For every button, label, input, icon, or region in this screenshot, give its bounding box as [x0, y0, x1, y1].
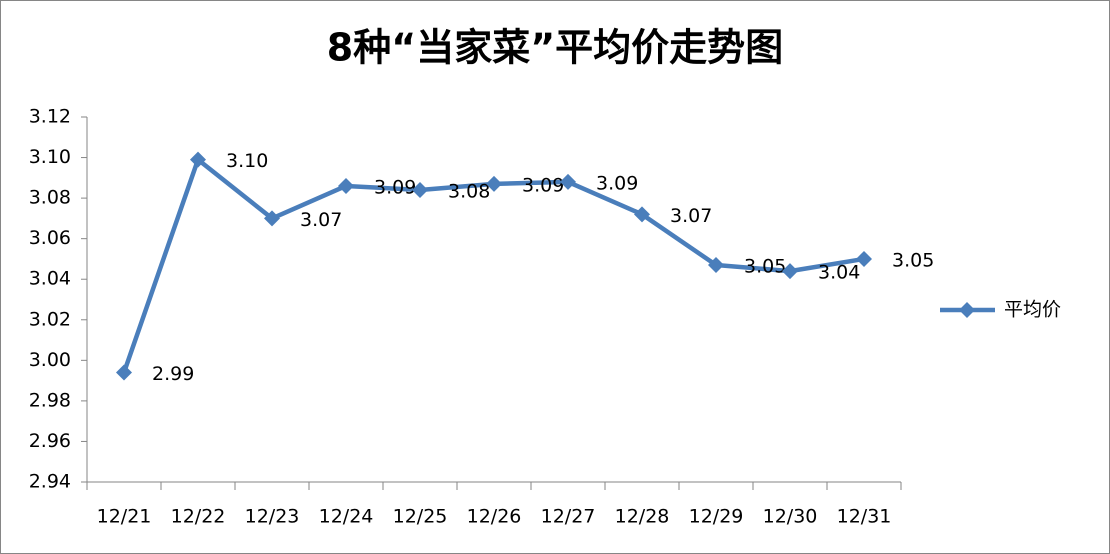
- x-tick-label: 12/31: [837, 506, 892, 528]
- point: [560, 173, 576, 190]
- x-tick-label: 12/23: [245, 506, 300, 528]
- y-tick-label: 3.06: [29, 227, 71, 249]
- data-label: 3.09: [596, 172, 638, 194]
- point: [116, 364, 132, 381]
- y-tick-label: 2.96: [29, 430, 71, 452]
- data-label: 3.09: [522, 174, 564, 196]
- x-tick-label: 12/22: [171, 506, 226, 528]
- y-tick-label: 3.04: [29, 268, 71, 290]
- y-tick-label: 3.00: [29, 349, 71, 371]
- data-label: 3.05: [892, 249, 934, 271]
- x-tick-label: 12/26: [467, 506, 522, 528]
- point: [338, 177, 354, 194]
- data-label: 3.08: [448, 181, 490, 203]
- legend-label: 平均价: [1004, 299, 1061, 321]
- point: [412, 182, 428, 198]
- point: [708, 257, 724, 274]
- point: [634, 206, 650, 223]
- x-tick-label: 12/28: [615, 506, 670, 528]
- x-tick-label: 12/24: [319, 506, 374, 528]
- legend-marker: [959, 302, 975, 318]
- data-label: 3.10: [226, 150, 268, 172]
- data-label: 3.04: [818, 262, 860, 284]
- data-label: 3.05: [744, 256, 786, 278]
- x-tick-label: 12/21: [97, 506, 152, 528]
- y-tick-label: 2.94: [29, 471, 71, 493]
- data-label: 3.07: [300, 209, 342, 231]
- x-tick-label: 12/27: [541, 506, 596, 528]
- y-tick-label: 2.98: [29, 389, 71, 411]
- data-label: 3.07: [670, 205, 712, 227]
- x-tick-label: 12/25: [393, 506, 448, 528]
- x-tick-label: 12/30: [763, 506, 818, 528]
- point: [190, 151, 206, 168]
- point: [782, 263, 798, 280]
- x-tick-label: 12/29: [689, 506, 744, 528]
- y-tick-label: 3.02: [29, 308, 71, 330]
- chart-title: 8种“当家菜”平均价走势图: [327, 26, 783, 70]
- point: [264, 210, 280, 227]
- point: [486, 175, 502, 192]
- data-label: 2.99: [152, 363, 194, 385]
- point: [856, 250, 872, 267]
- y-tick-label: 3.08: [29, 187, 71, 209]
- y-tick-label: 3.10: [29, 146, 71, 168]
- data-label: 3.09: [374, 176, 416, 198]
- y-tick-label: 3.12: [29, 106, 71, 128]
